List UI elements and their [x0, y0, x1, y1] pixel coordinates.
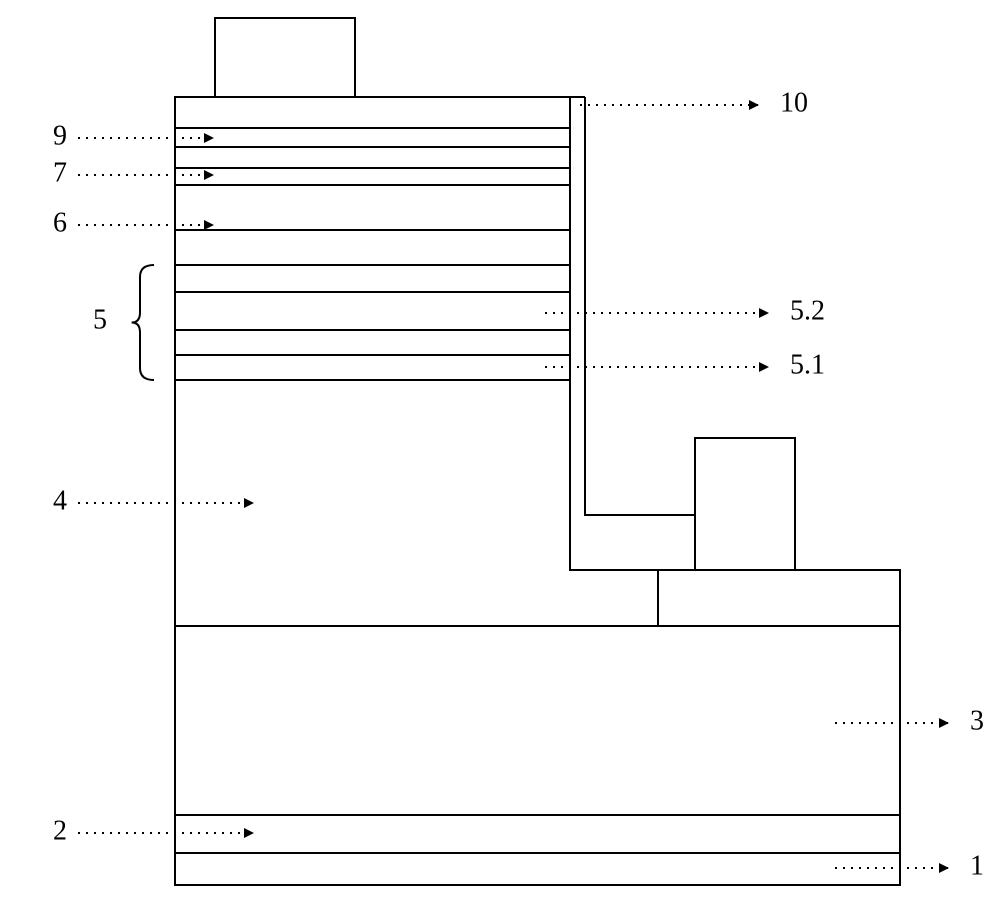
mesa-layer-6	[175, 185, 570, 230]
mesa-layer-3	[175, 292, 570, 330]
label-5-1: 5.1	[790, 349, 825, 380]
mesa-layer-5	[175, 230, 570, 265]
label-7: 7	[53, 157, 67, 188]
layer-4	[175, 380, 900, 626]
top-electrode	[215, 18, 355, 97]
mesa-layer-8	[175, 147, 570, 168]
label-6: 6	[53, 207, 67, 238]
label-5-2: 5.2	[790, 295, 825, 326]
label-annotations: 9 7 6 5 4 2 10 5.2 5.1 3 1	[53, 87, 984, 881]
label-3: 3	[970, 705, 984, 736]
label-9: 9	[53, 120, 67, 151]
label-10: 10	[780, 87, 808, 118]
mesa-layer-9	[175, 128, 570, 147]
label-2: 2	[53, 815, 67, 846]
structure-shapes	[175, 18, 900, 885]
mesa-layer-2	[175, 330, 570, 355]
mesa-layer-1	[175, 355, 570, 380]
mesa-layer-10	[175, 97, 570, 128]
label-4: 4	[53, 485, 67, 516]
brace-5	[132, 265, 154, 380]
label-1: 1	[970, 850, 984, 881]
layer-2	[175, 815, 900, 853]
wire-10	[585, 97, 695, 515]
layer-3	[175, 626, 900, 815]
layer-stack-diagram: 9 7 6 5 4 2 10 5.2 5.1 3 1	[0, 0, 1000, 905]
mesa-layer-7	[175, 168, 570, 185]
side-electrode-pad	[658, 570, 900, 626]
mesa-layer-4	[175, 265, 570, 292]
layer-1	[175, 853, 900, 885]
side-electrode	[695, 438, 795, 570]
label-5: 5	[93, 304, 107, 335]
